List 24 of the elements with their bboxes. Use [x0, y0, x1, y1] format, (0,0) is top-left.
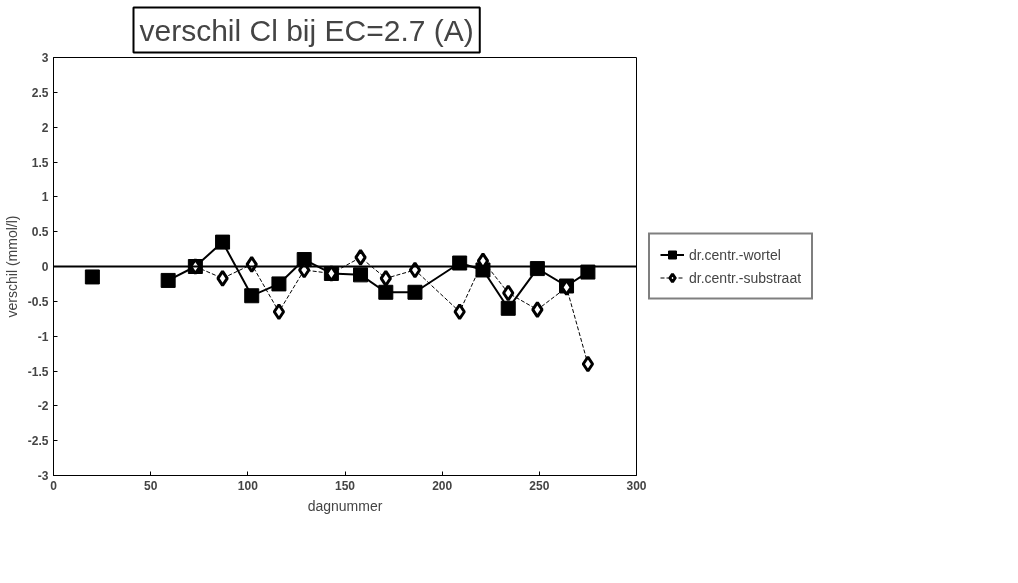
- x-tick-label: 300: [626, 478, 647, 493]
- x-tick-label: 200: [432, 478, 453, 493]
- y-tick-label: 0.5: [31, 225, 49, 240]
- legend-label: dr.centr.-substraat: [689, 269, 802, 286]
- y-tick-label: 2: [41, 120, 49, 135]
- y-tick-label: 3: [41, 51, 49, 65]
- x-tick-label: 100: [237, 478, 259, 493]
- y-tick-label: -1.5: [27, 364, 49, 379]
- y-tick-label: 0: [41, 260, 49, 274]
- x-tick-label: 250: [529, 478, 550, 493]
- y-tick-label: -3: [37, 469, 49, 483]
- y-axis-title: verschil (mmol/l): [3, 215, 20, 318]
- y-tick-label: 1.5: [31, 155, 49, 170]
- y-tick-label: 2.5: [31, 85, 49, 100]
- x-axis-title: dagnummer: [307, 497, 383, 514]
- y-tick-label: -1: [37, 329, 49, 344]
- y-tick-label: -2.5: [27, 434, 49, 449]
- y-tick-label: -2: [37, 399, 49, 414]
- legend-label: dr.centr.-wortel: [689, 246, 781, 263]
- x-tick-label: 150: [334, 478, 356, 493]
- x-tick-label: 50: [143, 478, 158, 493]
- y-tick-label: -0.5: [27, 294, 49, 309]
- y-tick-label: 1: [41, 190, 49, 205]
- chart-title: verschil Cl bij EC=2.7 (A): [139, 13, 474, 47]
